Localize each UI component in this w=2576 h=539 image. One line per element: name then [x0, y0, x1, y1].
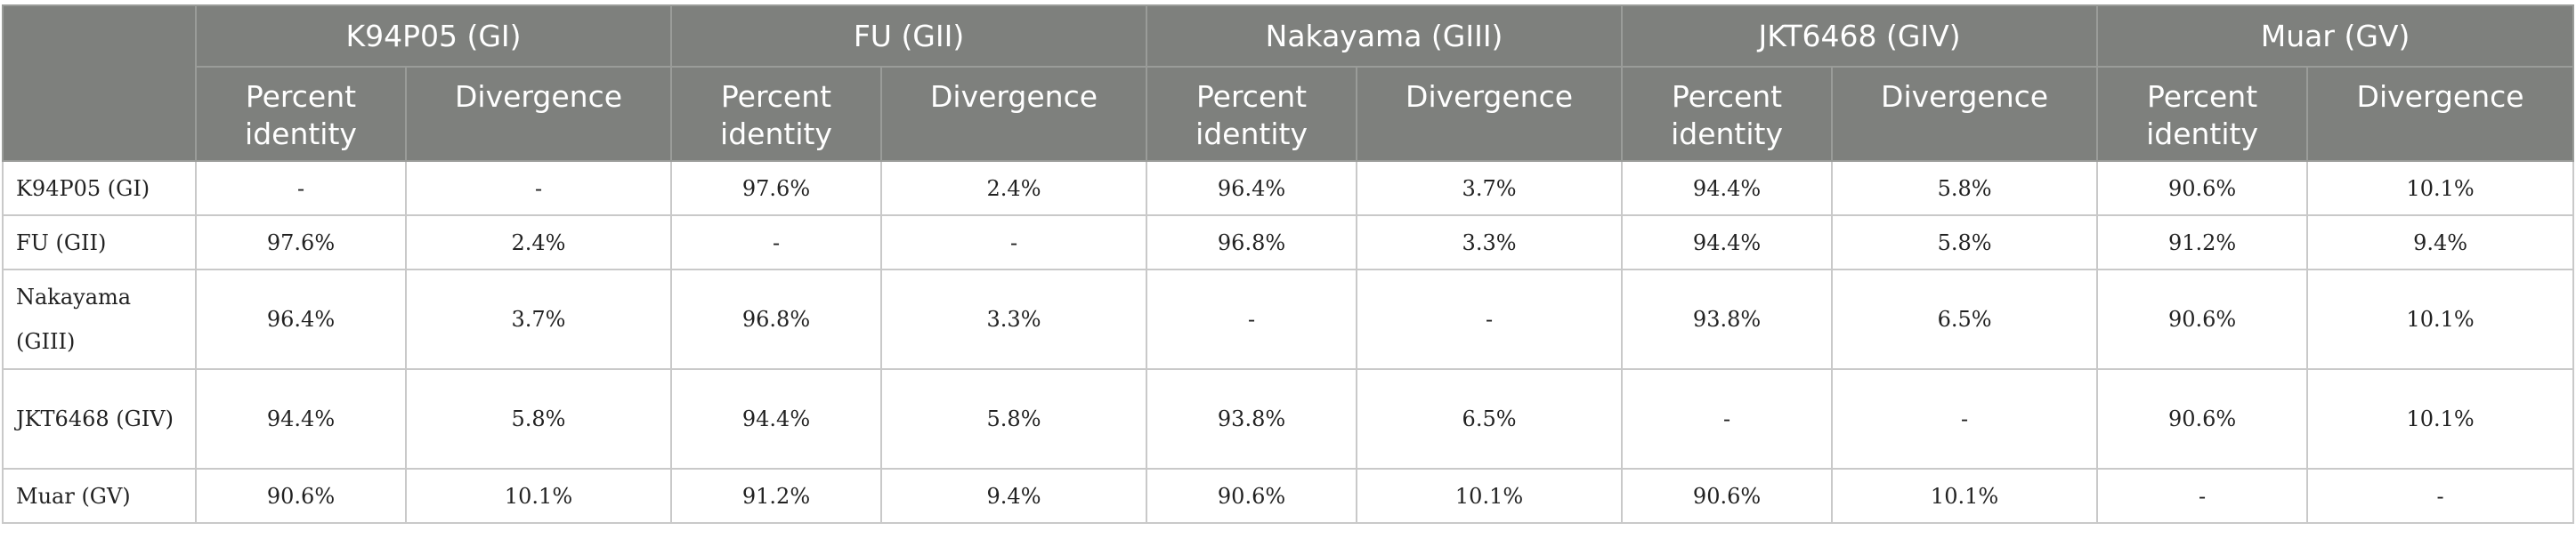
- divergence-cell: 3.7%: [404, 269, 673, 370]
- percent-identity-cell: -: [1621, 368, 1834, 470]
- divergence-cell: 5.8%: [404, 368, 673, 470]
- percent-identity-cell: 90.6%: [1621, 468, 1834, 524]
- divergence-cell: 10.1%: [1831, 468, 2099, 524]
- percent-identity-cell: 90.6%: [195, 468, 407, 524]
- table-row: K94P05 (GI) - - 97.6% 2.4% 96.4% 3.7% 94…: [2, 160, 2575, 216]
- percent-identity-cell: 94.4%: [1621, 214, 1834, 270]
- divergence-header: Divergence: [2306, 66, 2575, 162]
- divergence-header: Divergence: [1831, 66, 2099, 162]
- divergence-cell: 10.1%: [404, 468, 673, 524]
- divergence-cell: 10.1%: [2306, 160, 2575, 216]
- divergence-cell: 3.3%: [880, 269, 1148, 370]
- divergence-cell: -: [1831, 368, 2099, 470]
- row-label: K94P05 (GI): [2, 160, 197, 216]
- group-header: Muar (GV): [2096, 4, 2575, 68]
- percent-identity-header: Percent identity: [2096, 66, 2309, 162]
- percent-identity-cell: -: [670, 214, 883, 270]
- divergence-cell: 6.5%: [1356, 368, 1624, 470]
- percent-identity-cell: 90.6%: [1146, 468, 1358, 524]
- divergence-cell: 3.7%: [1356, 160, 1624, 216]
- percent-identity-header: Percent identity: [1146, 66, 1358, 162]
- percent-identity-header: Percent identity: [670, 66, 883, 162]
- identity-divergence-table: K94P05 (GI) FU (GII) Nakayama (GIII) JKT…: [2, 4, 2575, 524]
- percent-identity-cell: 93.8%: [1146, 368, 1358, 470]
- percent-identity-cell: 90.6%: [2096, 160, 2309, 216]
- percent-identity-cell: 94.4%: [670, 368, 883, 470]
- percent-identity-cell: 91.2%: [670, 468, 883, 524]
- divergence-cell: 2.4%: [880, 160, 1148, 216]
- divergence-cell: 9.4%: [2306, 214, 2575, 270]
- percent-identity-cell: 96.8%: [1146, 214, 1358, 270]
- percent-identity-cell: 93.8%: [1621, 269, 1834, 370]
- table-row: Muar (GV) 90.6% 10.1% 91.2% 9.4% 90.6% 1…: [2, 468, 2575, 524]
- divergence-cell: 3.3%: [1356, 214, 1624, 270]
- percent-identity-cell: 91.2%: [2096, 214, 2309, 270]
- percent-identity-cell: 96.8%: [670, 269, 883, 370]
- table-row: JKT6468 (GIV) 94.4% 5.8% 94.4% 5.8% 93.8…: [2, 368, 2575, 470]
- row-label: JKT6468 (GIV): [2, 368, 197, 470]
- percent-identity-header: Percent identity: [195, 66, 407, 162]
- divergence-cell: 5.8%: [880, 368, 1148, 470]
- divergence-cell: 10.1%: [2306, 368, 2575, 470]
- sub-header-row: Percent identity Divergence Percent iden…: [3, 66, 2575, 162]
- divergence-cell: -: [2306, 468, 2575, 524]
- group-header: K94P05 (GI): [194, 4, 673, 68]
- corner-cell: [2, 4, 197, 162]
- percent-identity-cell: 96.4%: [195, 269, 407, 370]
- divergence-cell: 5.8%: [1831, 214, 2099, 270]
- divergence-cell: -: [404, 160, 673, 216]
- divergence-cell: 9.4%: [880, 468, 1148, 524]
- divergence-header: Divergence: [880, 66, 1148, 162]
- row-label: FU (GII): [2, 214, 197, 270]
- table-row: Nakayama (GIII) 96.4% 3.7% 96.8% 3.3% - …: [2, 269, 2575, 370]
- percent-identity-cell: -: [1146, 269, 1358, 370]
- divergence-cell: -: [1356, 269, 1624, 370]
- percent-identity-cell: -: [195, 160, 407, 216]
- percent-identity-cell: 97.6%: [670, 160, 883, 216]
- divergence-cell: -: [880, 214, 1148, 270]
- percent-identity-cell: 90.6%: [2096, 269, 2309, 370]
- divergence-cell: 2.4%: [404, 214, 673, 270]
- divergence-header: Divergence: [1356, 66, 1624, 162]
- divergence-cell: 5.8%: [1831, 160, 2099, 216]
- table-row: FU (GII) 97.6% 2.4% - - 96.8% 3.3% 94.4%…: [2, 214, 2575, 270]
- percent-identity-cell: 90.6%: [2096, 368, 2309, 470]
- percent-identity-cell: 94.4%: [195, 368, 407, 470]
- percent-identity-cell: 94.4%: [1621, 160, 1834, 216]
- percent-identity-cell: 97.6%: [195, 214, 407, 270]
- divergence-cell: 10.1%: [2306, 269, 2575, 370]
- percent-identity-header: Percent identity: [1621, 66, 1834, 162]
- row-label: Nakayama (GIII): [2, 269, 197, 370]
- row-label: Muar (GV): [2, 468, 197, 524]
- group-header: JKT6468 (GIV): [1621, 4, 2099, 68]
- group-header: Nakayama (GIII): [1146, 4, 1624, 68]
- divergence-header: Divergence: [404, 66, 673, 162]
- group-header-row: K94P05 (GI) FU (GII) Nakayama (GIII) JKT…: [2, 4, 2575, 162]
- group-header: FU (GII): [670, 4, 1148, 68]
- percent-identity-cell: -: [2096, 468, 2309, 524]
- divergence-cell: 10.1%: [1356, 468, 1624, 524]
- percent-identity-cell: 96.4%: [1146, 160, 1358, 216]
- divergence-cell: 6.5%: [1831, 269, 2099, 370]
